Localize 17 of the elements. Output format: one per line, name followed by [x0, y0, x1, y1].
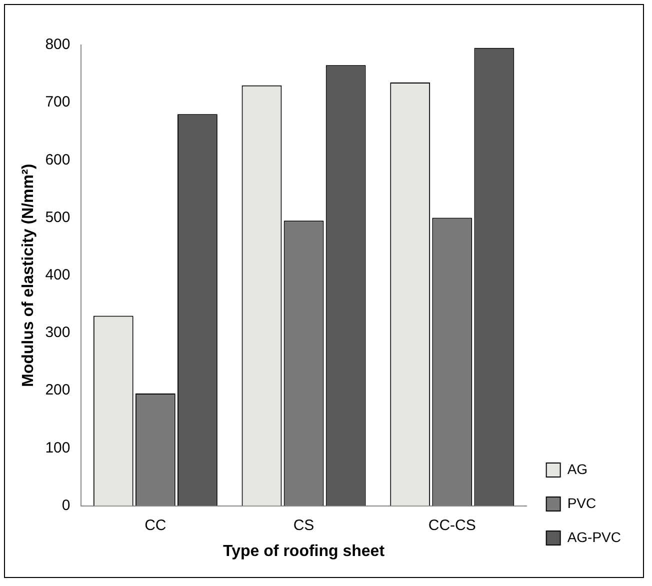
- x-tick-label: CC-CS: [428, 516, 476, 534]
- y-tick-label: 800: [45, 36, 70, 54]
- y-tick-label: 100: [45, 439, 70, 456]
- y-axis-title: Modulus of elasticity (N/mm²): [20, 164, 38, 387]
- x-tick-label: CC: [144, 516, 166, 534]
- y-tick-label: 300: [45, 324, 70, 342]
- y-tick-label: 0: [62, 496, 70, 514]
- x-axis-title: Type of roofing sheet: [223, 542, 386, 560]
- y-tick-label: 500: [45, 208, 70, 226]
- legend-label: AG-PVC: [567, 528, 622, 545]
- legend-label: PVC: [567, 494, 596, 511]
- y-tick-label: 200: [45, 382, 70, 399]
- x-tick-label: CS: [293, 516, 314, 534]
- y-tick-label: 600: [45, 151, 70, 168]
- y-tick-label: 400: [45, 266, 70, 284]
- legend-label: AG: [567, 460, 588, 477]
- y-tick-label: 700: [45, 94, 70, 111]
